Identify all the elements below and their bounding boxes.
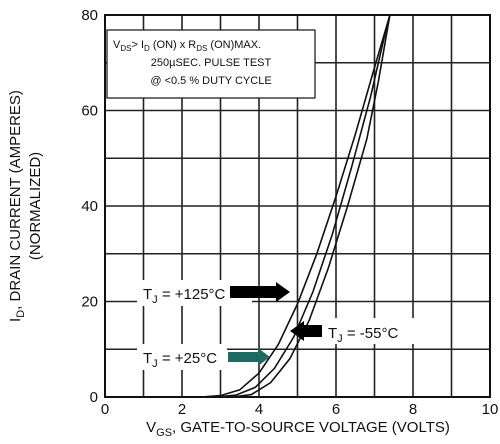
arrow-m55c xyxy=(290,321,322,341)
arrow-25c xyxy=(228,348,270,366)
arrow-125c xyxy=(230,282,290,302)
y-tick-label: 80 xyxy=(81,7,98,24)
plot-frame xyxy=(104,14,491,398)
conditions-line-2: 250µSEC. PULSE TEST xyxy=(151,57,272,69)
y-tick-label: 20 xyxy=(81,294,98,311)
x-axis-title: VGS, GATE-TO-SOURCE VOLTAGE (VOLTS) xyxy=(146,419,450,439)
x-tick-label: 0 xyxy=(101,401,109,418)
x-tick-label: 10 xyxy=(482,401,499,418)
label-m55c-text: TJ = -55°C xyxy=(328,325,398,345)
conditions-box-frame xyxy=(106,29,316,99)
series-curve-2 xyxy=(216,14,391,398)
y-tick-label: 60 xyxy=(81,103,98,120)
data-curves xyxy=(201,14,391,398)
y-tick-label: 40 xyxy=(81,198,98,215)
x-tick-labels: 0 2 4 6 8 10 xyxy=(101,401,499,418)
label-125c-text: TJ = +125°C xyxy=(143,286,226,306)
y-tick-labels: 0 20 40 60 80 xyxy=(81,7,98,406)
y-axis-title: ID, DRAIN CURRENT (AMPERES) (NORMALIZED) xyxy=(7,90,44,322)
y-axis-title-line-2: (NORMALIZED) xyxy=(27,152,44,260)
series-curve-3 xyxy=(231,14,391,398)
label-25c: TJ = +25°C xyxy=(137,344,227,370)
y-axis-title-line-1: ID, DRAIN CURRENT (AMPERES) xyxy=(7,90,27,322)
label-m55c: TJ = -55°C xyxy=(322,318,420,345)
series-curve-1 xyxy=(201,14,391,398)
label-25c-text: TJ = +25°C xyxy=(143,350,217,370)
x-tick-label: 4 xyxy=(255,401,263,418)
conditions-line-3: @ <0.5 % DUTY CYCLE xyxy=(150,75,271,87)
conditions-line-1: VDS> ID (ON) x RDS (ON)MAX. xyxy=(113,39,261,53)
x-tick-label: 8 xyxy=(409,401,417,418)
y-tick-label: 0 xyxy=(90,389,98,406)
x-tick-label: 6 xyxy=(332,401,340,418)
test-conditions-box: VDS> ID (ON) x RDS (ON)MAX. 250µSEC. PUL… xyxy=(106,29,316,99)
x-tick-label: 2 xyxy=(178,401,186,418)
